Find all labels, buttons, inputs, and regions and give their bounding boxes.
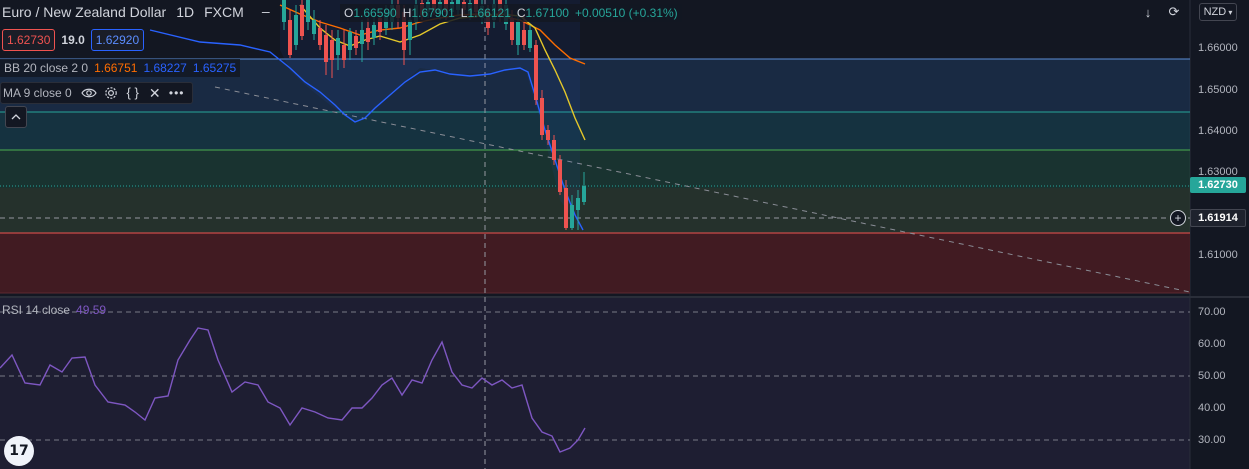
logo-text: 17	[9, 443, 29, 459]
high-label: H	[402, 6, 412, 20]
ohlc-legend: O 1.66590 H 1.67901 L 1.66121 C 1.67100 …	[340, 4, 682, 22]
rsi-label[interactable]: RSI 14 close	[2, 303, 71, 317]
rsi-axis-tick: 30.00	[1198, 434, 1226, 446]
price-axis-tick: 1.63000	[1198, 166, 1238, 178]
gear-icon[interactable]	[100, 84, 122, 102]
rsi-pane[interactable]	[0, 298, 1190, 469]
zone-band-teal	[0, 112, 1190, 150]
symbol-legend[interactable]: Euro / New Zealand Dollar 1D FXCM –	[0, 3, 278, 21]
candle-body	[348, 32, 352, 50]
candle-body	[516, 22, 520, 45]
candle-body	[552, 140, 556, 160]
candle-body	[540, 98, 544, 135]
symbol-name[interactable]: Euro / New Zealand Dollar	[2, 4, 167, 20]
candle-body	[546, 130, 550, 140]
candle-body	[336, 38, 340, 55]
bb-lower-value: 1.65275	[192, 61, 237, 75]
rsi-axis-tick: 70.00	[1198, 306, 1226, 318]
candle-body	[324, 35, 328, 62]
price-axis-tick: 1.66000	[1198, 42, 1238, 54]
low-label: L	[460, 6, 468, 20]
candle-body	[300, 5, 304, 36]
candle-body	[360, 30, 364, 44]
candle-body	[558, 160, 562, 192]
candle-body	[288, 20, 292, 55]
sell-button[interactable]: 1.62730	[2, 29, 56, 51]
close-value: 1.67100	[525, 6, 569, 20]
open-label: O	[344, 6, 354, 20]
bb-label[interactable]: BB 20 close 2 0	[4, 61, 89, 75]
rsi-line	[0, 327, 586, 453]
chevron-up-icon[interactable]	[5, 106, 27, 128]
spread-value: 19.0	[61, 33, 85, 47]
bollinger-fill	[280, 0, 580, 230]
candle-body	[408, 20, 412, 40]
crosshair-price-tag: 1.61914	[1190, 209, 1246, 227]
candle-body	[366, 28, 370, 42]
candle-body	[330, 40, 334, 60]
more-icon[interactable]: •••	[168, 86, 185, 100]
zone-band-red	[0, 233, 1190, 293]
candle-body	[510, 18, 514, 40]
rsi-axis-tick: 60.00	[1198, 338, 1226, 350]
arrow-down-icon[interactable]: ↓	[1144, 4, 1152, 20]
plus-circle-icon[interactable]: +	[1170, 210, 1186, 226]
zone-band-green	[0, 150, 1190, 188]
candle-body	[282, 0, 286, 22]
trend-line[interactable]	[214, 86, 1191, 293]
low-value: 1.66121	[467, 6, 511, 20]
candle-body	[294, 15, 298, 45]
close-label: C	[516, 6, 526, 20]
candle-body	[564, 188, 568, 228]
currency-select[interactable]: NZD ▾	[1199, 3, 1237, 21]
candle-body	[342, 45, 346, 60]
bb-legend[interactable]: BB 20 close 2 0 1.66751 1.68227 1.65275	[0, 59, 241, 77]
collapse-legend-button[interactable]: –	[261, 3, 270, 19]
eye-icon[interactable]	[78, 84, 100, 102]
candle-body	[378, 18, 382, 32]
bb-upper-value: 1.68227	[143, 61, 187, 75]
tradingview-logo-icon[interactable]: 17	[4, 436, 34, 466]
change-value: +0.00510 (+0.31%)	[574, 6, 678, 20]
currency-label: NZD	[1203, 6, 1227, 18]
candle-body	[312, 20, 316, 34]
candle-body	[570, 205, 574, 228]
open-value: 1.66590	[353, 6, 397, 20]
price-axis-tick: 1.61000	[1198, 249, 1238, 261]
rsi-value: 49.59	[76, 303, 107, 317]
candle-body	[402, 12, 406, 50]
candle-body	[576, 198, 580, 210]
zone-band-olive	[0, 188, 1190, 233]
rsi-axis-tick: 50.00	[1198, 370, 1226, 382]
trade-box[interactable]: 1.62730 19.0 1.62920	[2, 29, 145, 51]
current-price-tag: 1.62730	[1190, 177, 1246, 193]
rsi-axis-tick: 40.00	[1198, 402, 1226, 414]
data-source: FXCM	[204, 4, 244, 20]
candle-body	[528, 30, 532, 48]
bb-basis-value: 1.66751	[94, 61, 138, 75]
refresh-icon[interactable]: ⟳	[1168, 4, 1180, 19]
candle-body	[372, 25, 376, 38]
high-value: 1.67901	[411, 6, 455, 20]
price-axis-tick: 1.64000	[1198, 125, 1238, 137]
chevron-down-icon: ▾	[1226, 8, 1233, 17]
candle-body	[306, 0, 310, 22]
candle-body	[354, 36, 358, 48]
candle-body	[318, 28, 322, 45]
price-axis-tick: 1.65000	[1198, 84, 1238, 96]
ma-legend[interactable]: MA 9 close 0 { } ✕ •••	[0, 82, 193, 104]
ma-label[interactable]: MA 9 close 0	[3, 86, 72, 100]
candle-body	[534, 45, 538, 100]
rsi-legend[interactable]: RSI 14 close 49.59	[2, 301, 106, 319]
candle-body	[522, 30, 526, 45]
buy-button[interactable]: 1.62920	[90, 29, 145, 51]
interval[interactable]: 1D	[176, 4, 195, 20]
candle-body	[582, 186, 586, 202]
close-icon[interactable]: ✕	[148, 85, 161, 101]
braces-icon[interactable]: { }	[126, 85, 139, 100]
